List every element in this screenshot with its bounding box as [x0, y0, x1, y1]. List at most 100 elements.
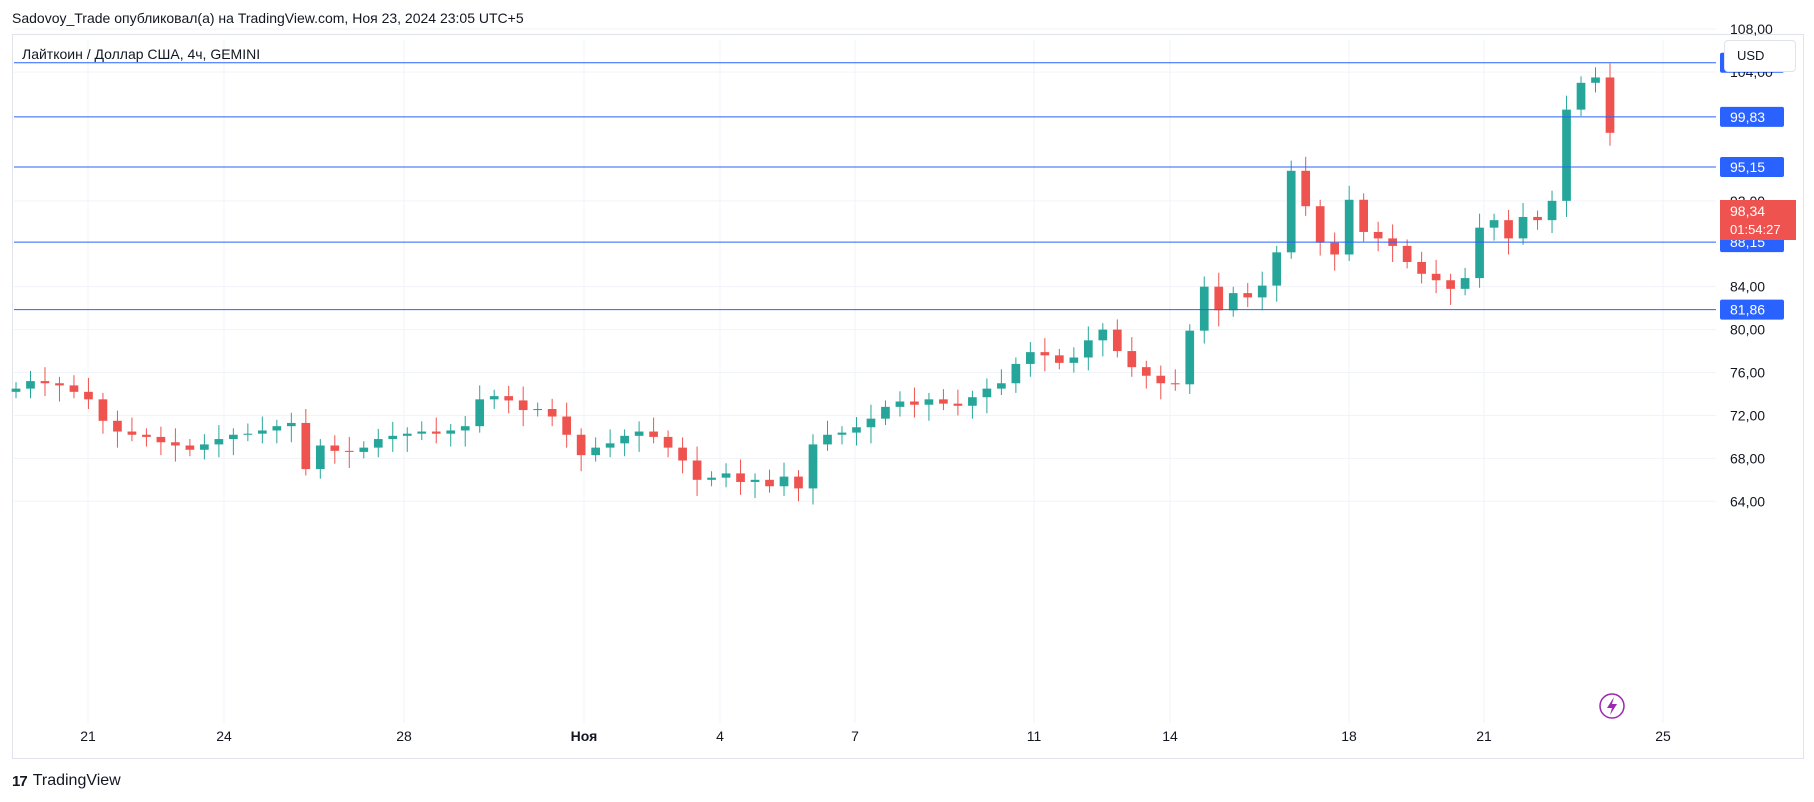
candle-body — [344, 450, 354, 452]
x-tick-label: 24 — [216, 728, 232, 744]
candle-body — [1214, 286, 1224, 311]
candle-body — [518, 400, 528, 411]
lightning-icon[interactable] — [1599, 693, 1625, 719]
candle-body — [968, 397, 977, 406]
candle-body — [823, 434, 832, 445]
time-axis[interactable]: 21 24 28 Ноя 4 7 11 14 18 21 25 — [80, 728, 1671, 744]
x-tick-label: Ноя — [571, 728, 598, 744]
candle-body — [1301, 170, 1311, 207]
candle-body — [301, 422, 311, 470]
candle-body — [1141, 367, 1151, 376]
level-label-bg — [1720, 299, 1784, 320]
candle-body — [113, 420, 122, 432]
candle-body — [1054, 355, 1064, 363]
candle-body — [707, 477, 716, 480]
candle-body — [1533, 216, 1542, 221]
candle-body — [11, 388, 21, 392]
candle-body — [1504, 220, 1513, 239]
candle-body — [1170, 383, 1180, 385]
candle-body — [200, 444, 209, 450]
candle-body — [1402, 245, 1412, 263]
tradingview-brand-text: TradingView — [32, 772, 121, 789]
candle-body — [127, 431, 137, 435]
candle-body — [40, 381, 50, 384]
candle-body — [1460, 278, 1470, 289]
candle-body — [1431, 273, 1441, 281]
y-tick-label: 68,00 — [1730, 450, 1765, 466]
candle-body — [1344, 199, 1354, 255]
candle-body — [359, 447, 369, 452]
candle-body — [533, 409, 543, 411]
y-tick-label: 80,00 — [1730, 322, 1765, 338]
candle-body — [1417, 262, 1426, 274]
candle-body — [1228, 293, 1238, 311]
candle-body — [547, 409, 557, 417]
candle-body — [881, 406, 890, 419]
candle-body — [1127, 351, 1137, 368]
candle-body — [460, 426, 470, 431]
last-price-countdown: 01:54:27 — [1730, 222, 1781, 237]
candle-body — [272, 426, 282, 431]
level-label-bg — [1720, 157, 1784, 178]
candle-body — [1026, 352, 1035, 364]
candle-body — [1185, 330, 1195, 385]
last-price-tag-bg — [1720, 200, 1796, 240]
candle-body — [417, 431, 427, 434]
symbol-title: Лайткоин / Доллар США, 4ч, GEMINI — [22, 46, 261, 62]
candle-body — [1156, 375, 1166, 384]
candle-body — [997, 383, 1006, 389]
x-tick-label: 14 — [1162, 728, 1178, 744]
candle-body — [939, 399, 948, 404]
candle-body — [1547, 200, 1557, 221]
candle-body — [55, 383, 64, 386]
candle-body — [286, 422, 296, 427]
candle-body — [1011, 363, 1021, 384]
candle-body — [214, 439, 224, 445]
tradingview-logo[interactable]: 17 TradingView — [12, 772, 121, 790]
candle-body — [475, 399, 485, 427]
candle-body — [1605, 77, 1615, 133]
candle-body — [229, 434, 238, 440]
level-label: 95,15 — [1730, 159, 1765, 175]
candle-body — [1518, 216, 1528, 239]
candle-body — [620, 435, 629, 444]
candle-body — [1489, 220, 1499, 228]
candle-body — [243, 433, 253, 435]
candle-body — [504, 396, 514, 401]
candle-body — [1562, 109, 1571, 201]
currency-button[interactable]: USD — [1724, 40, 1796, 72]
candle-body — [84, 391, 93, 400]
candle-body — [779, 476, 789, 487]
candle-body — [315, 445, 325, 470]
candle-body — [257, 430, 267, 434]
price-axis[interactable]: 108,00104,0092,0084,0080,0076,0072,0068,… — [1730, 21, 1773, 509]
candle-body — [69, 385, 79, 392]
candle-body — [1330, 242, 1340, 255]
candle-body — [446, 430, 456, 434]
candle-body — [1098, 329, 1108, 341]
tradingview-logo-icon: 17 — [12, 772, 28, 790]
y-tick-label: 108,00 — [1730, 21, 1773, 37]
candle-body — [402, 433, 412, 436]
candle-body — [634, 431, 644, 436]
x-tick-label: 21 — [1476, 728, 1492, 744]
chart-frame — [12, 34, 1804, 759]
candle-body — [388, 435, 398, 440]
x-tick-label: 25 — [1655, 728, 1671, 744]
level-label: 81,86 — [1730, 302, 1765, 318]
candle-body — [26, 381, 35, 389]
candle-body — [692, 460, 702, 480]
x-tick-label: 28 — [396, 728, 412, 744]
candle-body — [736, 473, 745, 482]
candle-body — [1112, 329, 1122, 352]
candle-body — [373, 439, 383, 448]
candle-body — [1315, 206, 1325, 243]
candle-body — [185, 445, 195, 450]
publisher-line: Sadovoy_Trade опубликовал(а) на TradingV… — [12, 10, 524, 26]
candle-body — [982, 388, 992, 398]
candle-body — [794, 476, 803, 489]
candle-body — [431, 431, 441, 434]
candle-body — [750, 479, 760, 482]
